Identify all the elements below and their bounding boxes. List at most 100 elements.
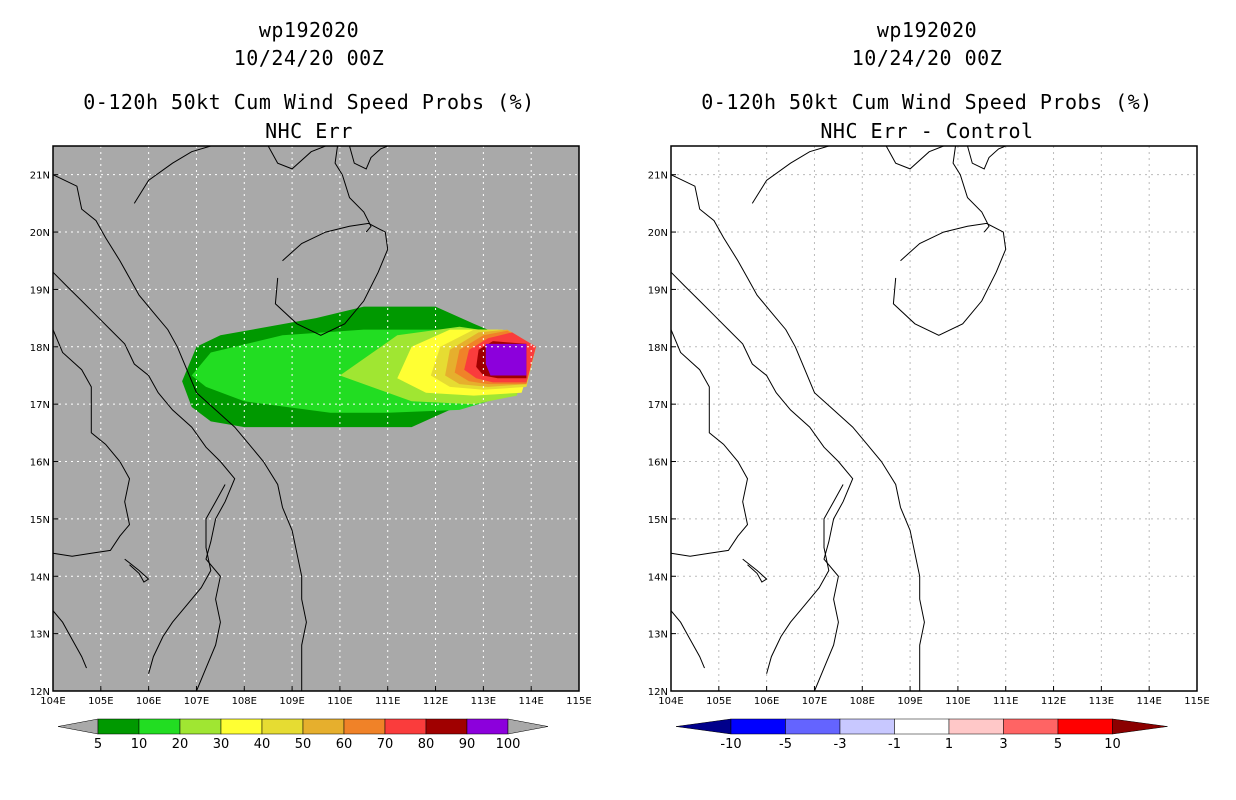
left-panel: wp192020 10/24/20 00Z 0-120h 50kt Cum Wi… — [30, 18, 592, 752]
colorbar-label: 3 — [999, 737, 1007, 752]
lon-tick-label: 110E — [945, 696, 970, 707]
lat-tick-label: 18N — [648, 343, 668, 354]
colorbar-label: 90 — [459, 737, 476, 752]
lon-tick-label: 109E — [897, 696, 922, 707]
lat-tick-label: 13N — [648, 630, 668, 641]
map-frame-border — [52, 145, 580, 692]
coastline — [148, 484, 226, 674]
colorbar-swatch — [384, 718, 427, 735]
colorbar-left-end — [675, 718, 732, 735]
lon-tick-label: 106E — [136, 696, 161, 707]
lat-tick-label: 15N — [648, 515, 668, 526]
lon-tick-label: 114E — [518, 696, 543, 707]
map-frame-border — [670, 145, 1198, 692]
coastline — [334, 146, 372, 233]
lat-tick-label: 15N — [30, 515, 50, 526]
coastline — [967, 146, 1006, 170]
colorbar-right-end — [1112, 718, 1168, 735]
lon-tick-label: 105E — [88, 696, 113, 707]
lon-tick-label: 109E — [279, 696, 304, 707]
lat-tick-label: 14N — [30, 572, 50, 583]
coastline — [671, 329, 749, 557]
coastline — [53, 329, 131, 557]
lon-tick-label: 114E — [1136, 696, 1161, 707]
coastline — [349, 146, 388, 170]
lon-tick-label: 110E — [327, 696, 352, 707]
lat-tick-label: 12N — [30, 687, 50, 698]
colorbar: 5 10 20 30 40 50 60 70 80 90 100 — [57, 718, 549, 752]
colorbar-swatch — [220, 718, 263, 735]
colorbar-right-end — [507, 718, 549, 735]
colorbar-label: -3 — [834, 737, 847, 752]
lat-tick-label: 17N — [648, 400, 668, 411]
lon-tick-label: 104E — [658, 696, 683, 707]
colorbar-label: 60 — [336, 737, 353, 752]
datetime: 10/24/20 00Z — [233, 46, 385, 70]
colorbar-swatch — [425, 718, 468, 735]
colorbar-label: -1 — [888, 737, 901, 752]
lon-tick-label: 113E — [471, 696, 496, 707]
map-background — [671, 146, 1197, 691]
lat-tick-label: 18N — [30, 343, 50, 354]
colorbar-swatch — [730, 718, 786, 735]
colorbar-label: 5 — [1054, 737, 1062, 752]
lat-tick-label: 16N — [30, 458, 50, 469]
colorbar-label: -10 — [720, 737, 741, 752]
colorbar-swatch — [1003, 718, 1059, 735]
colorbar-label: 10 — [1104, 737, 1121, 752]
coastline — [671, 271, 854, 691]
colorbar-label: 50 — [295, 737, 312, 752]
lat-tick-label: 21N — [648, 171, 668, 182]
lon-tick-label: 105E — [706, 696, 731, 707]
lat-tick-label: 12N — [648, 687, 668, 698]
lat-tick-label: 13N — [30, 630, 50, 641]
colorbar-swatch — [948, 718, 1004, 735]
coastline — [766, 484, 844, 674]
coastline — [53, 610, 87, 669]
lon-tick-label: 112E — [423, 696, 448, 707]
right-panel: wp192020 10/24/20 00Z 0-120h 50kt Cum Wi… — [618, 0, 1236, 800]
lon-tick-label: 113E — [1089, 696, 1114, 707]
coastline — [751, 146, 853, 204]
product-title: 0-120h 50kt Cum Wind Speed Probs (%) — [701, 90, 1153, 114]
colorbar-label: 5 — [94, 737, 102, 752]
lat-tick-label: 19N — [30, 285, 50, 296]
coastline — [274, 222, 389, 336]
panel-subtitle: NHC Err - Control — [820, 119, 1034, 143]
lon-tick-label: 112E — [1041, 696, 1066, 707]
product-title: 0-120h 50kt Cum Wind Speed Probs (%) — [83, 90, 535, 114]
lon-tick-label: 115E — [1184, 696, 1209, 707]
colorbar-label: 10 — [131, 737, 148, 752]
lon-tick-label: 107E — [802, 696, 827, 707]
colorbar-swatch — [97, 718, 140, 735]
lon-tick-label: 104E — [40, 696, 65, 707]
coastline — [53, 174, 307, 691]
coastline — [952, 146, 990, 233]
coastline — [53, 271, 236, 691]
colorbar-swatch — [138, 718, 181, 735]
storm-id: wp192020 — [876, 18, 978, 42]
difference-map: 104E 105E 106E 107E 108E 109E 110E 111E 112E 113E… — [648, 145, 1210, 707]
coastline — [671, 610, 705, 669]
colorbar-label: -5 — [779, 737, 792, 752]
panel-subtitle: NHC Err — [265, 119, 353, 143]
lat-tick-label: 14N — [648, 572, 668, 583]
colorbar-label: 40 — [254, 737, 271, 752]
coastline — [133, 146, 235, 204]
colorbar-label: 100 — [496, 737, 521, 752]
lon-tick-label: 108E — [850, 696, 875, 707]
colorbar-swatch — [785, 718, 841, 735]
colorbar-swatch — [179, 718, 222, 735]
lat-tick-label: 17N — [30, 400, 50, 411]
lat-tick-label: 16N — [648, 458, 668, 469]
colorbar-label: 80 — [418, 737, 435, 752]
lat-tick-label: 21N — [30, 171, 50, 182]
probability-map: 104E 105E 106E 107E 108E 109E 110E 111E 112E 113E… — [30, 145, 592, 707]
lat-tick-label: 20N — [30, 228, 50, 239]
lon-tick-label: 115E — [566, 696, 591, 707]
lon-tick-label: 106E — [754, 696, 779, 707]
colorbar-swatch — [466, 718, 509, 735]
colorbar-swatch — [839, 718, 895, 735]
datetime: 10/24/20 00Z — [851, 46, 1003, 70]
coastline — [892, 222, 1007, 336]
